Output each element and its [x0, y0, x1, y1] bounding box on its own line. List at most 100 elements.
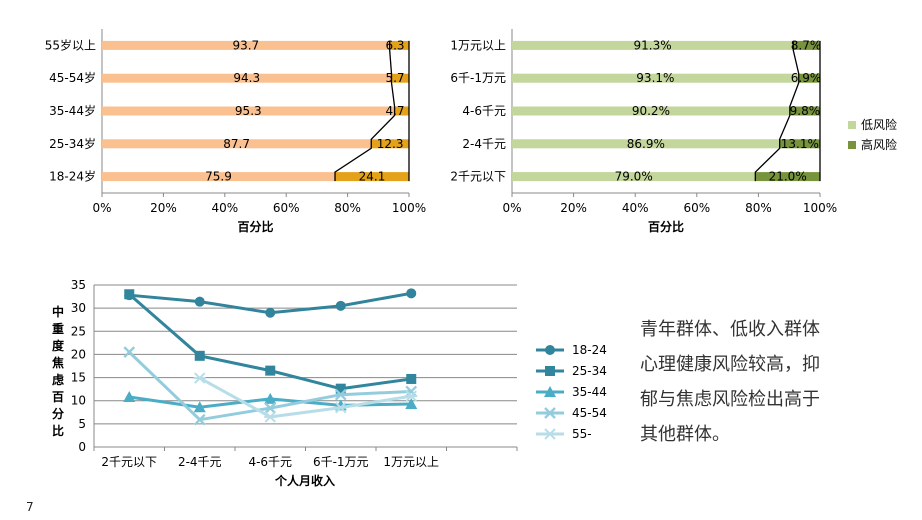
y-axis-label-char: 重	[52, 321, 64, 336]
data-point	[265, 307, 276, 318]
category-label: 45-54岁	[49, 70, 96, 85]
x-tick-label: 80%	[745, 201, 772, 215]
y-tick-label: 25	[71, 324, 86, 338]
category-label: 2千元以下	[450, 170, 506, 184]
x-tick-label: 80%	[334, 201, 361, 215]
x-tick-label: 100%	[392, 201, 426, 215]
data-label: 86.9%	[627, 137, 665, 151]
legend-marker	[544, 407, 556, 419]
category-label: 35-44岁	[49, 103, 96, 118]
legend-swatch	[848, 121, 856, 129]
data-label: 13.1%	[781, 137, 819, 151]
data-label: 95.3	[235, 104, 262, 118]
bar-segment	[371, 139, 409, 149]
legend-marker	[545, 345, 555, 355]
x-axis-label: 百分比	[648, 219, 684, 234]
data-label: 87.7	[223, 137, 250, 151]
data-point	[194, 296, 205, 307]
data-label: 91.3%	[634, 38, 672, 52]
category-label: 55岁以上	[45, 37, 96, 52]
summary-line: 其他群体。	[640, 424, 730, 445]
x-tick-label: 20%	[560, 201, 587, 215]
data-point	[405, 397, 418, 409]
data-point	[405, 385, 418, 398]
data-label: 93.1%	[636, 71, 674, 85]
summary-line: 心理健康风险较高，抑	[640, 354, 820, 375]
y-axis-label-char: 虑	[52, 372, 64, 387]
legend-label: 18-24	[572, 343, 607, 357]
data-point	[264, 411, 277, 423]
category-label: 18-24岁	[49, 169, 96, 184]
y-tick-label: 15	[71, 371, 86, 385]
legend-marker	[545, 366, 555, 376]
x-tick-label: 2千元以下	[101, 455, 157, 469]
bar-segment	[394, 106, 409, 116]
bar-segment	[102, 40, 390, 50]
data-point	[123, 346, 136, 358]
x-tick-label: 60%	[683, 201, 710, 215]
x-tick-label: 0%	[502, 201, 521, 215]
data-label: 5.7	[385, 71, 404, 85]
data-label: 94.3	[233, 71, 260, 85]
legend-marker	[544, 386, 556, 397]
legend-label: 55-	[572, 427, 592, 441]
x-tick-label: 4-6千元	[248, 455, 292, 469]
y-tick-label: 0	[78, 440, 86, 454]
x-tick-label: 40%	[211, 201, 238, 215]
category-label: 2-4千元	[462, 137, 506, 151]
category-label: 1万元以上	[450, 38, 506, 52]
data-point	[334, 401, 347, 414]
bar-segment	[789, 106, 820, 116]
category-label: 25-34岁	[49, 136, 96, 151]
page-number: 7	[26, 500, 34, 514]
legend-swatch	[848, 141, 856, 149]
y-tick-label: 5	[78, 417, 86, 431]
bar-segment	[512, 73, 799, 83]
data-point	[194, 350, 205, 361]
legend-label: 低风险	[861, 117, 897, 132]
x-axis-label: 百分比	[237, 219, 273, 234]
data-label: 6.9%	[791, 71, 822, 85]
legend-marker	[544, 428, 556, 440]
data-point	[335, 383, 346, 394]
data-point	[405, 390, 418, 402]
data-label: 79.0%	[615, 170, 653, 184]
data-point	[406, 288, 417, 299]
bar-segment	[798, 73, 820, 83]
data-point	[334, 388, 347, 401]
data-point	[123, 391, 136, 403]
data-point	[406, 373, 417, 384]
x-tick-label: 2-4千元	[178, 455, 222, 469]
bar-segment	[779, 139, 820, 149]
data-label: 9.8%	[790, 104, 821, 118]
series-line	[754, 40, 800, 182]
bar-segment	[389, 40, 409, 50]
legend-label: 高风险	[861, 137, 897, 152]
data-point	[193, 413, 206, 426]
bar-segment	[335, 172, 409, 182]
data-point	[264, 402, 277, 414]
x-tick-label: 40%	[622, 201, 649, 215]
x-tick-label: 6千-1万元	[313, 455, 369, 469]
legend-label: 35-44	[572, 385, 607, 399]
category-label: 4-6千元	[462, 104, 506, 118]
data-point	[124, 289, 135, 300]
bar-segment	[512, 106, 790, 116]
data-point	[264, 392, 277, 404]
data-point	[335, 300, 346, 311]
x-tick-label: 100%	[803, 201, 837, 215]
y-axis-label-char: 度	[52, 338, 65, 353]
y-tick-label: 35	[71, 278, 86, 292]
data-label: 12.3	[377, 137, 404, 151]
y-tick-label: 10	[71, 394, 86, 408]
y-axis-label-char: 比	[52, 423, 64, 438]
data-point	[193, 372, 206, 384]
data-point	[265, 365, 276, 376]
x-tick-label: 20%	[150, 201, 177, 215]
category-label: 6千-1万元	[450, 71, 506, 85]
summary-text: 青年群体、低收入群体 心理健康风险较高，抑 郁与焦虑风险检出高于 其他群体。	[640, 312, 870, 452]
series-line	[334, 40, 396, 182]
bar-segment	[512, 172, 756, 182]
legend-label: 25-34	[572, 364, 607, 378]
bar-segment	[102, 73, 392, 83]
